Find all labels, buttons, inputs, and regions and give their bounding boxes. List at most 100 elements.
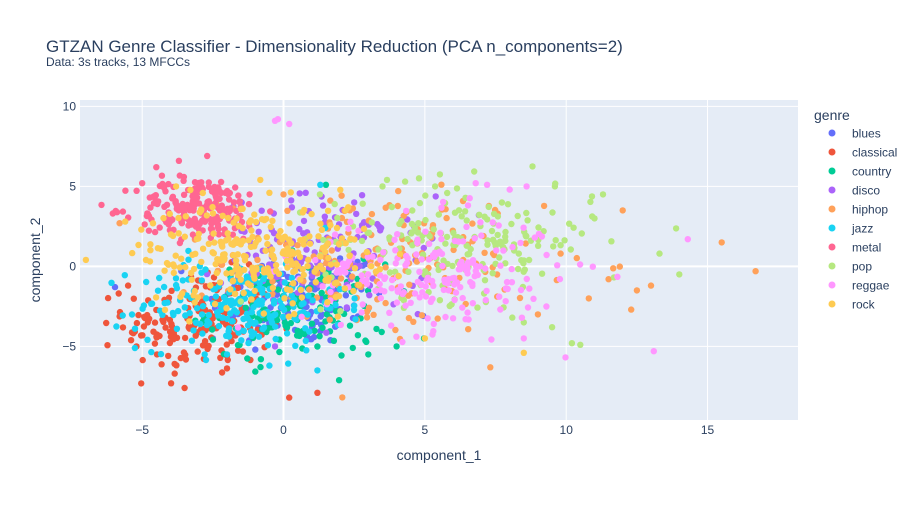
data-point-metal[interactable]: [216, 195, 223, 202]
data-point-metal[interactable]: [226, 207, 233, 215]
data-point-metal[interactable]: [98, 201, 105, 209]
data-point-pop[interactable]: [466, 250, 473, 258]
data-point-disco[interactable]: [288, 197, 295, 204]
data-point-rock[interactable]: [218, 241, 226, 248]
data-point-classical[interactable]: [166, 316, 174, 324]
data-point-metal[interactable]: [246, 191, 253, 198]
data-point-pop[interactable]: [591, 215, 598, 222]
data-point-pop[interactable]: [386, 269, 394, 276]
data-point-metal[interactable]: [180, 191, 188, 198]
data-point-pop[interactable]: [525, 256, 533, 264]
data-point-pop[interactable]: [488, 227, 496, 235]
data-point-rock[interactable]: [209, 203, 216, 211]
data-point-pop[interactable]: [540, 228, 547, 235]
data-point-pop[interactable]: [494, 231, 501, 239]
data-point-pop[interactable]: [492, 260, 499, 267]
data-point-hiphop[interactable]: [392, 326, 399, 334]
data-point-metal[interactable]: [225, 196, 233, 203]
data-point-rock[interactable]: [246, 219, 253, 226]
data-point-rock[interactable]: [306, 240, 314, 247]
data-point-rock[interactable]: [317, 220, 324, 227]
data-point-classical[interactable]: [234, 347, 242, 354]
data-point-disco[interactable]: [323, 329, 330, 336]
data-point-reggae[interactable]: [452, 289, 460, 296]
data-point-reggae[interactable]: [286, 120, 293, 128]
data-point-metal[interactable]: [144, 210, 151, 217]
data-point-classical[interactable]: [286, 394, 293, 401]
data-point-pop[interactable]: [502, 228, 509, 236]
data-point-rock[interactable]: [325, 277, 332, 284]
data-point-hiphop[interactable]: [280, 191, 287, 198]
data-point-country[interactable]: [308, 320, 316, 327]
data-point-pop[interactable]: [549, 209, 556, 216]
data-point-rock[interactable]: [210, 230, 217, 237]
data-point-classical[interactable]: [181, 334, 189, 342]
data-point-hiphop[interactable]: [405, 314, 413, 322]
data-point-rock[interactable]: [315, 233, 322, 240]
data-point-classical[interactable]: [104, 294, 112, 302]
data-point-rock[interactable]: [213, 269, 220, 277]
data-point-pop[interactable]: [514, 265, 522, 273]
data-point-rock[interactable]: [230, 241, 237, 248]
data-point-country[interactable]: [362, 337, 369, 344]
data-point-pop[interactable]: [672, 225, 680, 232]
data-point-reggae[interactable]: [440, 286, 447, 294]
legend-item-disco[interactable]: disco: [828, 184, 881, 198]
data-point-classical[interactable]: [104, 342, 111, 349]
data-point-reggae[interactable]: [477, 219, 484, 226]
data-point-rock[interactable]: [300, 271, 307, 279]
data-point-reggae[interactable]: [414, 278, 421, 286]
data-point-disco[interactable]: [432, 193, 439, 200]
data-point-rock[interactable]: [267, 223, 274, 231]
data-point-rock[interactable]: [520, 349, 527, 356]
data-point-reggae[interactable]: [392, 247, 399, 254]
data-point-hiphop[interactable]: [605, 276, 612, 283]
data-point-classical[interactable]: [140, 323, 148, 330]
data-point-rock[interactable]: [252, 218, 260, 226]
data-point-pop[interactable]: [421, 268, 429, 275]
data-point-rock[interactable]: [182, 213, 189, 220]
data-point-hiphop[interactable]: [522, 240, 529, 247]
data-point-rock[interactable]: [245, 237, 252, 244]
data-point-jazz[interactable]: [248, 332, 256, 340]
data-point-pop[interactable]: [358, 237, 366, 245]
data-point-reggae[interactable]: [520, 335, 527, 342]
data-point-metal[interactable]: [230, 199, 238, 206]
data-point-jazz[interactable]: [157, 350, 165, 358]
data-point-rock[interactable]: [190, 292, 197, 299]
data-point-jazz[interactable]: [119, 312, 126, 319]
data-point-pop[interactable]: [476, 211, 483, 218]
data-point-blues[interactable]: [317, 313, 324, 320]
data-point-pop[interactable]: [538, 270, 546, 277]
data-point-jazz[interactable]: [266, 362, 273, 369]
data-point-reggae[interactable]: [425, 256, 433, 263]
data-point-pop[interactable]: [436, 297, 444, 304]
data-point-rock[interactable]: [283, 248, 290, 255]
data-point-rock[interactable]: [313, 265, 320, 272]
data-point-reggae[interactable]: [442, 313, 449, 321]
data-point-hiphop[interactable]: [410, 318, 417, 325]
data-point-reggae[interactable]: [464, 202, 472, 209]
data-point-reggae[interactable]: [429, 295, 436, 302]
data-point-rock[interactable]: [275, 270, 283, 277]
data-point-hiphop[interactable]: [534, 311, 542, 318]
data-point-pop[interactable]: [568, 340, 576, 347]
legend-item-country[interactable]: country: [828, 165, 892, 179]
data-point-metal[interactable]: [207, 225, 215, 232]
data-point-rock[interactable]: [163, 259, 171, 267]
data-point-rock[interactable]: [334, 313, 341, 320]
data-point-metal[interactable]: [191, 199, 199, 206]
data-point-disco[interactable]: [302, 189, 309, 196]
data-point-rock[interactable]: [209, 210, 217, 217]
data-point-reggae[interactable]: [444, 280, 451, 287]
data-point-pop[interactable]: [416, 199, 424, 207]
data-point-rock[interactable]: [157, 245, 164, 252]
data-point-reggae[interactable]: [363, 276, 370, 284]
data-point-reggae[interactable]: [380, 249, 387, 256]
data-point-classical[interactable]: [168, 287, 175, 294]
series-metal[interactable]: [98, 152, 274, 247]
data-point-jazz[interactable]: [309, 297, 316, 304]
data-point-country[interactable]: [318, 289, 325, 297]
series-reggae[interactable]: [234, 116, 691, 361]
data-point-reggae[interactable]: [377, 256, 384, 263]
